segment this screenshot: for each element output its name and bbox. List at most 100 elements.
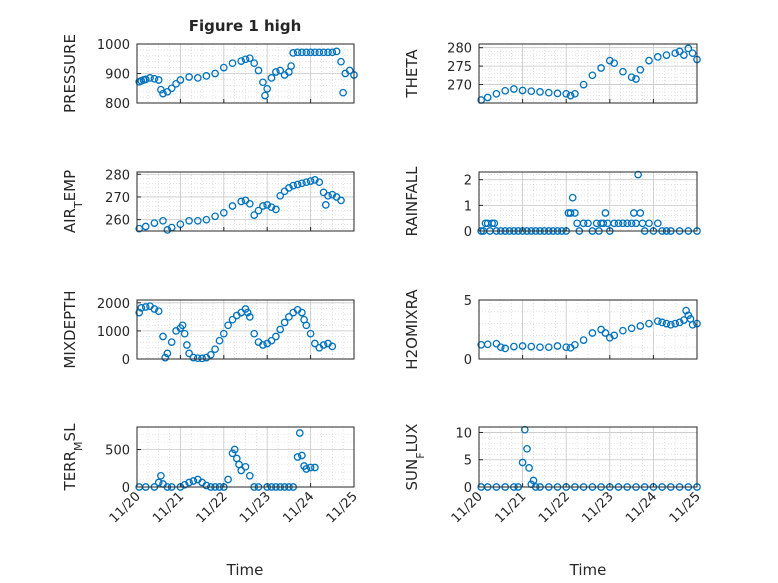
x-tick-label: 11/24 <box>623 489 660 526</box>
data-point <box>293 180 302 189</box>
data-point <box>544 88 553 97</box>
data-point <box>267 203 276 212</box>
y-tick-label: 0 <box>464 481 472 496</box>
data-point <box>154 76 163 84</box>
y-tick-label: 1000 <box>97 38 130 53</box>
y-tick-label: 280 <box>447 42 472 57</box>
axes-box <box>478 171 698 232</box>
y-axis-label: MIXDEPTH <box>61 290 79 368</box>
data-point <box>276 191 285 200</box>
data-point <box>245 54 254 63</box>
data-point <box>219 329 228 338</box>
data-point <box>490 219 499 228</box>
data-point <box>501 86 510 95</box>
x-tick-label: 11/23 <box>237 489 274 526</box>
data-point <box>597 64 605 72</box>
data-point <box>324 191 332 200</box>
y-tick-label: 1 <box>464 199 472 214</box>
data-point <box>328 48 337 57</box>
data-point <box>527 342 536 351</box>
data-point <box>298 179 306 188</box>
data-point <box>345 66 354 75</box>
data-point <box>588 71 597 80</box>
data-point <box>315 48 324 57</box>
data-point <box>178 321 187 330</box>
data-point <box>645 219 653 228</box>
data-point <box>159 89 167 98</box>
subplot-mixdepth: 0 1000 2000 MIXDEPTH <box>61 290 355 369</box>
data-point <box>272 68 280 76</box>
data-point <box>634 170 642 179</box>
y-tick-label: 0 <box>464 225 472 240</box>
data-point <box>245 199 254 208</box>
data-point <box>311 176 319 184</box>
data-point <box>193 354 202 363</box>
data-point <box>501 344 510 353</box>
data-point <box>263 84 272 93</box>
data-point <box>658 318 666 327</box>
data-point <box>627 324 636 333</box>
axes-box <box>478 43 698 104</box>
data-point <box>306 48 315 57</box>
data-point <box>525 464 533 472</box>
data-point <box>202 481 211 490</box>
x-tick-label: 11/21 <box>150 489 187 526</box>
data-point <box>285 184 293 192</box>
data-point <box>176 76 185 84</box>
y-tick-label: 0 <box>122 481 130 496</box>
data-point <box>306 463 315 472</box>
data-point <box>167 84 176 93</box>
data-point <box>636 209 645 217</box>
data-point <box>189 477 198 485</box>
data-point <box>298 48 306 57</box>
data-point <box>588 329 597 337</box>
data-point <box>601 209 610 217</box>
subplot-pressure: 800 900 1000 PRESSURE <box>61 34 358 113</box>
y-axis-label: AIRTEMP <box>61 170 85 233</box>
x-tick-label: 11/22 <box>194 489 231 526</box>
data-point <box>228 315 237 324</box>
data-point <box>295 429 304 437</box>
axes-box <box>136 171 355 232</box>
data-point <box>492 89 501 98</box>
figure-title: Figure 1 high <box>189 17 302 35</box>
data-point <box>601 329 610 337</box>
data-point <box>311 463 319 472</box>
data-point <box>496 343 505 352</box>
data-point <box>688 320 697 329</box>
data-point <box>185 216 193 225</box>
y-tick-label: 1000 <box>97 325 130 340</box>
data-point <box>337 57 345 66</box>
data-point <box>610 331 619 340</box>
x-tick-label: 11/25 <box>667 489 704 526</box>
data-point <box>510 342 518 351</box>
data-point <box>632 219 640 228</box>
data-point <box>645 319 653 328</box>
data-point <box>150 74 159 83</box>
data-point <box>206 350 215 359</box>
data-point <box>263 201 272 209</box>
y-tick-label: 280 <box>105 168 130 183</box>
xaxis-label-left: Time <box>226 561 264 579</box>
data-point <box>302 321 311 330</box>
data-point <box>536 88 544 96</box>
data-point <box>645 56 653 65</box>
data-point <box>636 322 645 330</box>
data-point <box>675 318 684 327</box>
data-point <box>285 313 293 321</box>
data-point <box>167 338 176 346</box>
data-point <box>566 209 575 217</box>
data-point <box>241 55 250 64</box>
data-point <box>141 303 150 311</box>
y-tick-label: 5 <box>464 294 472 309</box>
x-tick-label: 11/21 <box>492 489 529 526</box>
y-axis-label: PRESSURE <box>61 34 79 113</box>
data-point <box>272 205 280 214</box>
data-point <box>680 51 688 59</box>
data-point <box>135 308 144 317</box>
data-point <box>137 304 146 312</box>
data-point <box>272 332 280 341</box>
data-point <box>224 475 232 484</box>
data-point <box>230 445 239 454</box>
